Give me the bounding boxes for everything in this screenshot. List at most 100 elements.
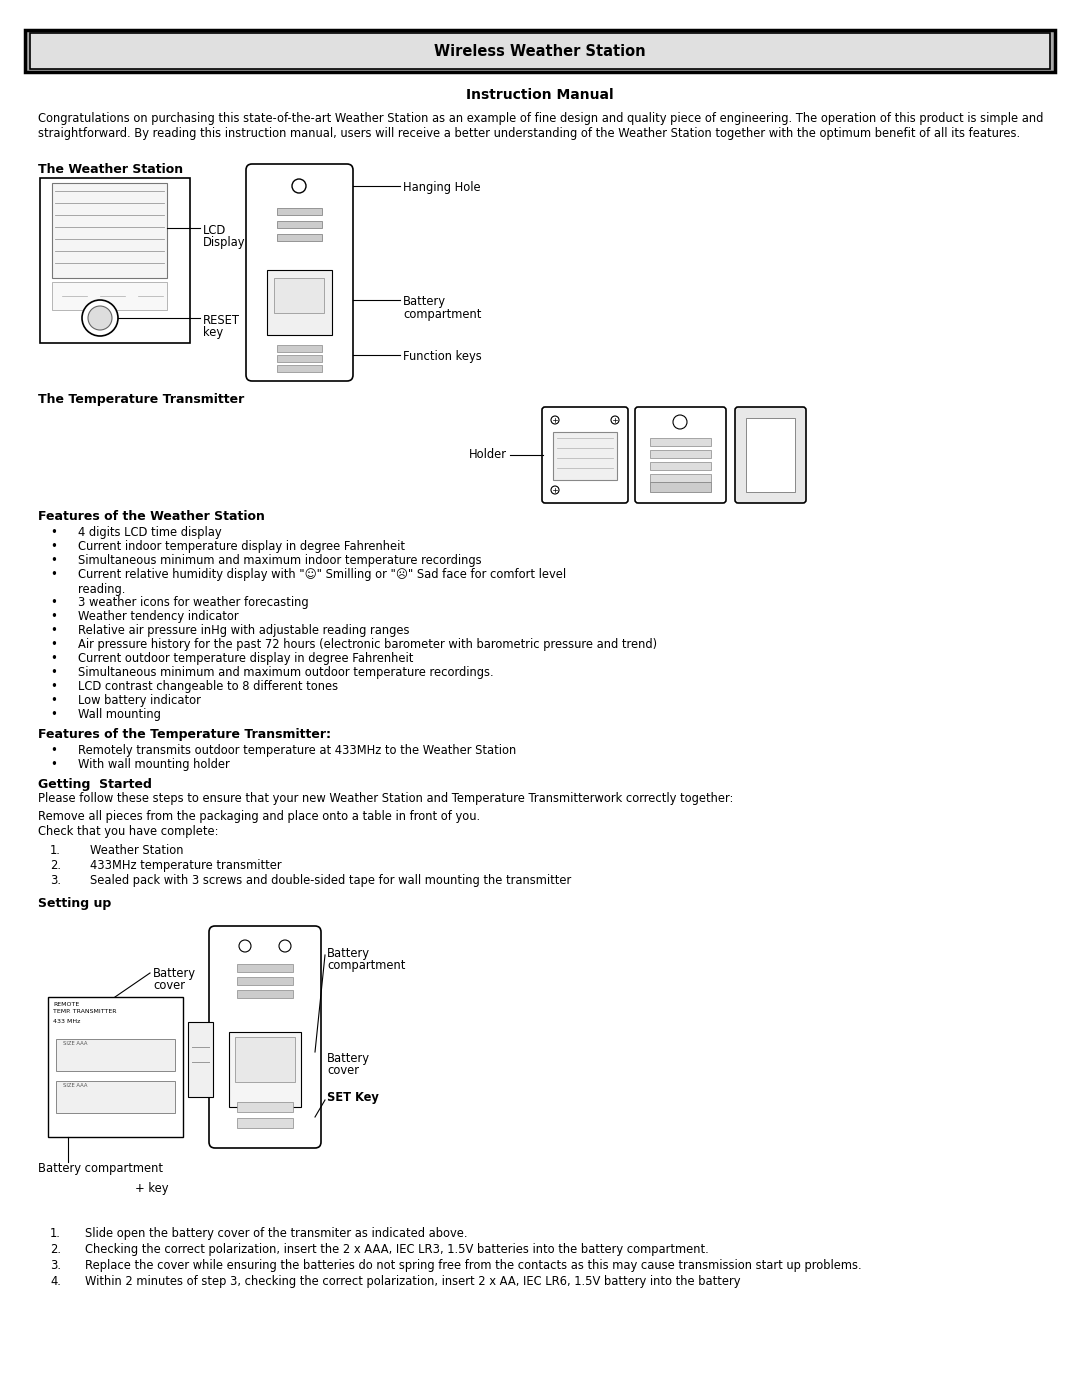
Text: Congratulations on purchasing this state-of-the-art Weather Station as an exampl: Congratulations on purchasing this state…: [38, 112, 1043, 140]
Text: Within 2 minutes of step 3, checking the correct polarization, insert 2 x AA, IE: Within 2 minutes of step 3, checking the…: [85, 1275, 741, 1288]
Circle shape: [551, 416, 559, 425]
Bar: [276, 365, 322, 372]
Bar: [746, 418, 795, 492]
Text: •: •: [50, 694, 57, 707]
Bar: [276, 345, 322, 352]
FancyBboxPatch shape: [542, 407, 627, 503]
Text: SET Key: SET Key: [327, 1091, 379, 1105]
Bar: [650, 439, 711, 446]
Bar: [52, 183, 167, 278]
Bar: [276, 221, 322, 228]
Bar: [276, 355, 322, 362]
Text: 1.: 1.: [50, 844, 60, 856]
Circle shape: [82, 300, 118, 337]
Circle shape: [292, 179, 306, 193]
Text: LCD contrast changeable to 8 different tones: LCD contrast changeable to 8 different t…: [78, 680, 338, 693]
Text: Relative air pressure inHg with adjustable reading ranges: Relative air pressure inHg with adjustab…: [78, 624, 409, 637]
Text: Instruction Manual: Instruction Manual: [467, 88, 613, 102]
Text: •: •: [50, 680, 57, 693]
Text: Battery: Battery: [403, 295, 446, 307]
Text: key: key: [203, 326, 224, 339]
Text: 4 digits LCD time display: 4 digits LCD time display: [78, 527, 221, 539]
Text: RESET: RESET: [203, 314, 240, 327]
Text: 3.: 3.: [50, 1259, 60, 1273]
Text: cover: cover: [327, 1065, 359, 1077]
Circle shape: [673, 415, 687, 429]
Text: Hanging Hole: Hanging Hole: [403, 182, 481, 194]
Circle shape: [87, 306, 112, 330]
Circle shape: [611, 416, 619, 425]
Text: Remotely transmits outdoor temperature at 433MHz to the Weather Station: Remotely transmits outdoor temperature a…: [78, 745, 516, 757]
Bar: [276, 235, 322, 242]
Text: •: •: [50, 569, 57, 581]
Bar: [650, 474, 711, 482]
Text: cover: cover: [153, 979, 185, 992]
Text: •: •: [50, 759, 57, 771]
Bar: [553, 432, 617, 481]
Text: •: •: [50, 624, 57, 637]
Text: Air pressure history for the past 72 hours (electronic barometer with barometric: Air pressure history for the past 72 hou…: [78, 638, 657, 651]
Circle shape: [279, 940, 291, 951]
Text: Features of the Temperature Transmitter:: Features of the Temperature Transmitter:: [38, 728, 330, 740]
Text: + key: + key: [135, 1182, 168, 1194]
Text: Sealed pack with 3 screws and double-sided tape for wall mounting the transmitte: Sealed pack with 3 screws and double-sid…: [90, 875, 571, 887]
Text: Battery: Battery: [327, 947, 370, 960]
Bar: [56, 1039, 175, 1071]
Text: 1.: 1.: [50, 1227, 60, 1241]
Text: 3 weather icons for weather forecasting: 3 weather icons for weather forecasting: [78, 597, 309, 609]
Bar: [56, 1081, 175, 1113]
Bar: [267, 270, 332, 335]
Text: Wireless Weather Station: Wireless Weather Station: [434, 43, 646, 59]
Text: •: •: [50, 597, 57, 609]
Text: Setting up: Setting up: [38, 897, 111, 909]
Bar: [650, 482, 711, 492]
Bar: [276, 208, 322, 215]
Text: 2.: 2.: [50, 859, 60, 872]
Text: Low battery indicator: Low battery indicator: [78, 694, 201, 707]
Bar: [650, 450, 711, 458]
Text: The Temperature Transmitter: The Temperature Transmitter: [38, 393, 244, 407]
Text: Slide open the battery cover of the transmiter as indicated above.: Slide open the battery cover of the tran…: [85, 1227, 468, 1241]
Bar: [237, 977, 293, 985]
Text: Weather tendency indicator: Weather tendency indicator: [78, 610, 239, 623]
Text: 3.: 3.: [50, 875, 60, 887]
Text: Current indoor temperature display in degree Fahrenheit: Current indoor temperature display in de…: [78, 541, 405, 553]
Text: Simultaneous minimum and maximum indoor temperature recordings: Simultaneous minimum and maximum indoor …: [78, 555, 482, 567]
Text: •: •: [50, 555, 57, 567]
Text: •: •: [50, 745, 57, 757]
Text: Current relative humidity display with "☺" Smilling or "☹" Sad face for comfort : Current relative humidity display with "…: [78, 569, 566, 597]
Text: Please follow these steps to ensure that your new Weather Station and Temperatur: Please follow these steps to ensure that…: [38, 792, 733, 805]
Text: •: •: [50, 708, 57, 721]
Text: Wall mounting: Wall mounting: [78, 708, 161, 721]
Text: SIZE AAA: SIZE AAA: [63, 1083, 87, 1088]
Bar: [237, 990, 293, 997]
Text: Replace the cover while ensuring the batteries do not spring free from the conta: Replace the cover while ensuring the bat…: [85, 1259, 862, 1273]
Text: SIZE AAA: SIZE AAA: [63, 1041, 87, 1046]
Bar: [188, 1023, 213, 1097]
Text: Current outdoor temperature display in degree Fahrenheit: Current outdoor temperature display in d…: [78, 652, 414, 665]
Text: 433 MHz: 433 MHz: [53, 1018, 80, 1024]
Circle shape: [239, 940, 251, 951]
Bar: [237, 1102, 293, 1112]
Text: Getting  Started: Getting Started: [38, 778, 152, 791]
Bar: [235, 1037, 295, 1083]
Text: compartment: compartment: [403, 307, 482, 321]
FancyBboxPatch shape: [735, 407, 806, 503]
Text: Function keys: Function keys: [403, 351, 482, 363]
Text: TEMP. TRANSMITTER: TEMP. TRANSMITTER: [53, 1009, 117, 1014]
Text: The Weather Station: The Weather Station: [38, 163, 184, 176]
FancyBboxPatch shape: [210, 926, 321, 1148]
Text: REMOTE: REMOTE: [53, 1002, 79, 1007]
Bar: [30, 34, 1050, 68]
Text: Battery compartment: Battery compartment: [38, 1162, 163, 1175]
Text: •: •: [50, 541, 57, 553]
Text: Weather Station: Weather Station: [90, 844, 184, 856]
Text: LCD: LCD: [203, 224, 226, 237]
Text: Checking the correct polarization, insert the 2 x AAA, IEC LR3, 1.5V batteries i: Checking the correct polarization, inser…: [85, 1243, 708, 1256]
Text: Battery: Battery: [153, 967, 195, 981]
Text: •: •: [50, 652, 57, 665]
Text: •: •: [50, 638, 57, 651]
Text: Features of the Weather Station: Features of the Weather Station: [38, 510, 265, 522]
Text: Battery: Battery: [327, 1052, 370, 1065]
Text: Holder: Holder: [469, 448, 507, 461]
